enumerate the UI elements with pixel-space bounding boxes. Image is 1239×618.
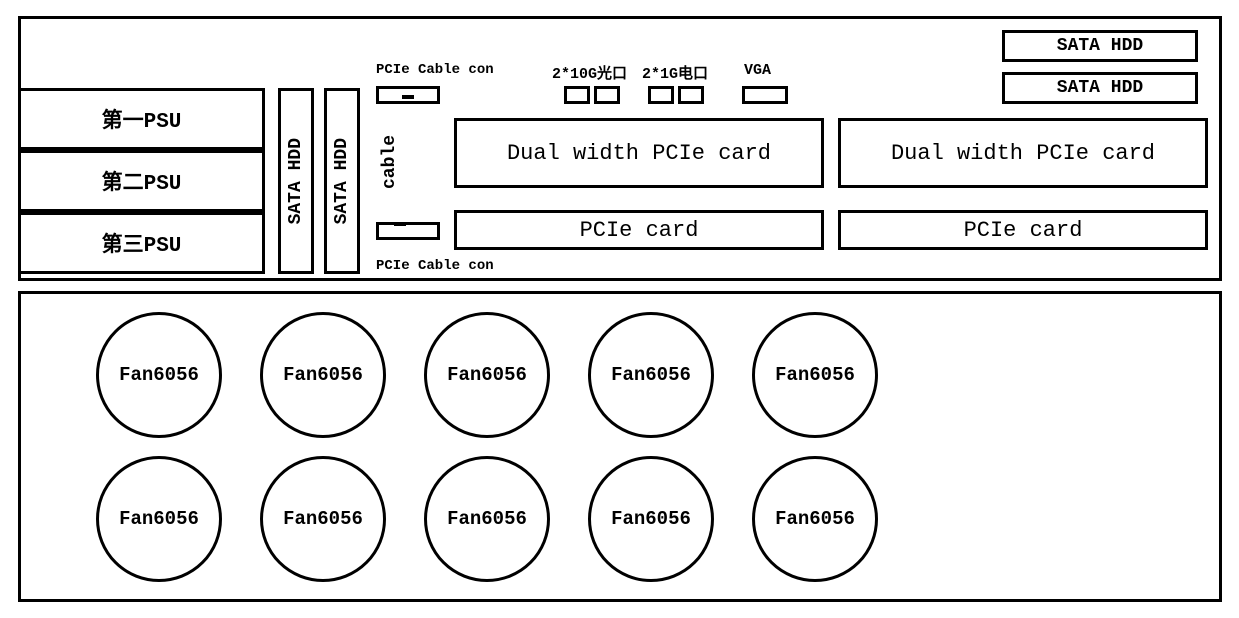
fan-r1-c5: Fan6056 <box>752 312 878 438</box>
sata-hdd-top-1: SATA HDD <box>1002 30 1198 62</box>
sata-hdd-vertical-2: SATA HDD <box>324 88 360 274</box>
fan-r1-c2: Fan6056 <box>260 312 386 438</box>
fan-label: Fan6056 <box>611 364 691 386</box>
fan-r1-c3: Fan6056 <box>424 312 550 438</box>
fan-r2-c4: Fan6056 <box>588 456 714 582</box>
port-vga-rect <box>742 86 788 104</box>
port-vga-label: VGA <box>744 62 771 79</box>
dual-pcie-card-2: Dual width PCIe card <box>838 118 1208 188</box>
sata-hdd-vertical-2-label: SATA HDD <box>332 138 352 224</box>
fan-r2-c1: Fan6056 <box>96 456 222 582</box>
port-1g-label: 2*1G电口 <box>642 62 708 83</box>
fan-r2-c2: Fan6056 <box>260 456 386 582</box>
psu-2-label: 第二PSU <box>102 166 182 196</box>
fan-label: Fan6056 <box>775 364 855 386</box>
dual-pcie-card-1-label: Dual width PCIe card <box>507 141 771 166</box>
pcie-cable-con-top-tick <box>402 95 414 99</box>
port-10g-rect-2 <box>594 86 620 104</box>
pcie-card-1: PCIe card <box>454 210 824 250</box>
port-10g-label: 2*10G光口 <box>552 62 627 83</box>
pcie-card-1-label: PCIe card <box>580 218 699 243</box>
fan-label: Fan6056 <box>775 508 855 530</box>
dual-pcie-card-2-label: Dual width PCIe card <box>891 141 1155 166</box>
cable-label: cable <box>378 122 402 202</box>
fan-r2-c3: Fan6056 <box>424 456 550 582</box>
port-1g-rect-1 <box>648 86 674 104</box>
fan-r1-c1: Fan6056 <box>96 312 222 438</box>
pcie-cable-con-bottom-rect <box>376 222 440 240</box>
pcie-card-2: PCIe card <box>838 210 1208 250</box>
pcie-card-2-label: PCIe card <box>964 218 1083 243</box>
psu-3: 第三PSU <box>18 212 265 274</box>
fan-label: Fan6056 <box>447 364 527 386</box>
fan-r1-c4: Fan6056 <box>588 312 714 438</box>
pcie-cable-con-bottom-tick <box>394 222 406 226</box>
dual-pcie-card-1: Dual width PCIe card <box>454 118 824 188</box>
fan-label: Fan6056 <box>611 508 691 530</box>
sata-hdd-vertical-1: SATA HDD <box>278 88 314 274</box>
fan-label: Fan6056 <box>283 508 363 530</box>
sata-hdd-vertical-1-label: SATA HDD <box>286 138 306 224</box>
fan-label: Fan6056 <box>283 364 363 386</box>
psu-2: 第二PSU <box>18 150 265 212</box>
fan-label: Fan6056 <box>119 364 199 386</box>
fan-label: Fan6056 <box>119 508 199 530</box>
cable-label-text: cable <box>380 135 400 189</box>
sata-hdd-top-2-label: SATA HDD <box>1057 78 1143 98</box>
psu-1: 第一PSU <box>18 88 265 150</box>
pcie-cable-con-bottom-label: PCIe Cable con <box>376 258 494 274</box>
sata-hdd-top-1-label: SATA HDD <box>1057 36 1143 56</box>
fan-r2-c5: Fan6056 <box>752 456 878 582</box>
port-1g-rect-2 <box>678 86 704 104</box>
psu-3-label: 第三PSU <box>102 228 182 258</box>
fan-label: Fan6056 <box>447 508 527 530</box>
psu-1-label: 第一PSU <box>102 104 182 134</box>
port-10g-rect-1 <box>564 86 590 104</box>
sata-hdd-top-2: SATA HDD <box>1002 72 1198 104</box>
pcie-cable-con-top-label: PCIe Cable con <box>376 62 494 78</box>
